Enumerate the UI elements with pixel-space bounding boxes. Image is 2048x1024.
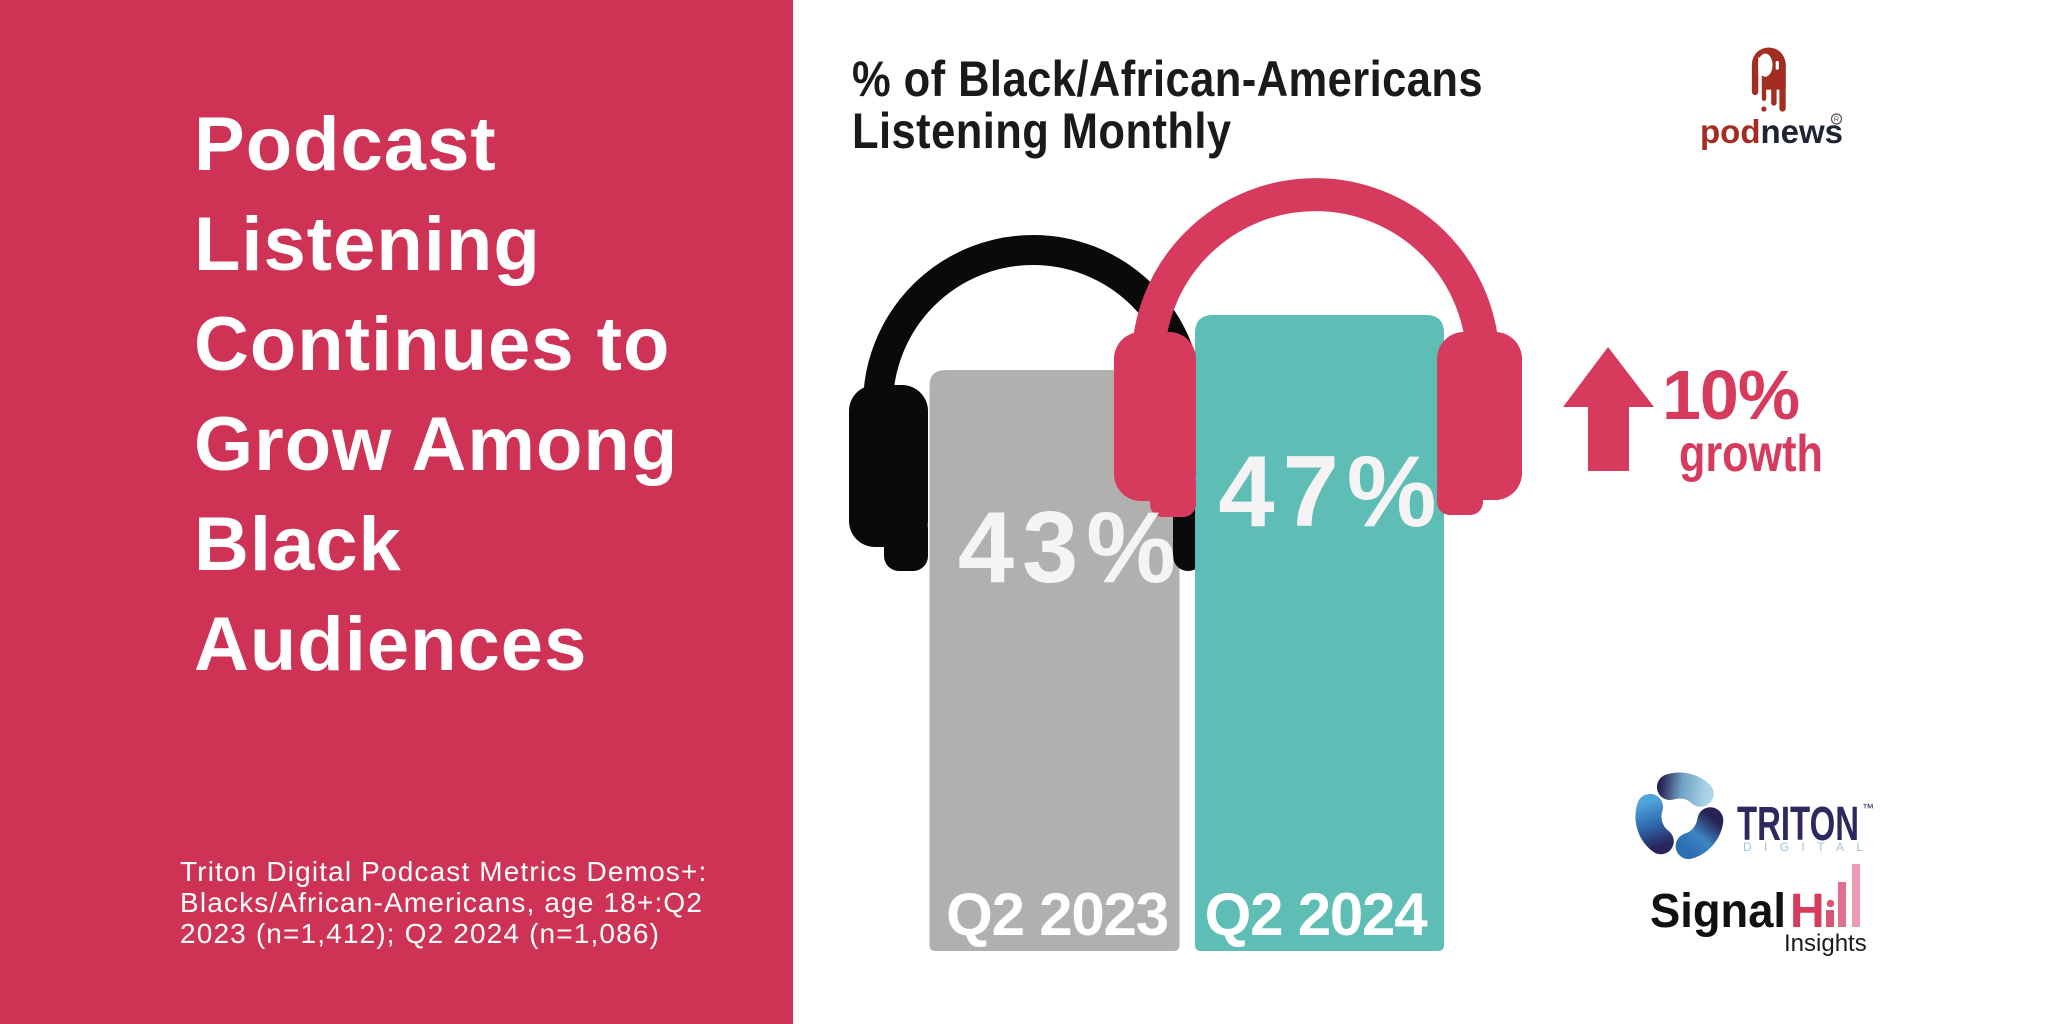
svg-text:™: ™ bbox=[1862, 801, 1874, 815]
svg-text:TRITON: TRITON bbox=[1737, 798, 1859, 851]
svg-text:Signal: Signal bbox=[1650, 885, 1786, 938]
svg-text:Insights: Insights bbox=[1784, 930, 1867, 957]
svg-text:podnews: podnews bbox=[1700, 113, 1843, 150]
svg-text:R: R bbox=[1834, 115, 1840, 124]
svg-text:H: H bbox=[1790, 885, 1825, 938]
